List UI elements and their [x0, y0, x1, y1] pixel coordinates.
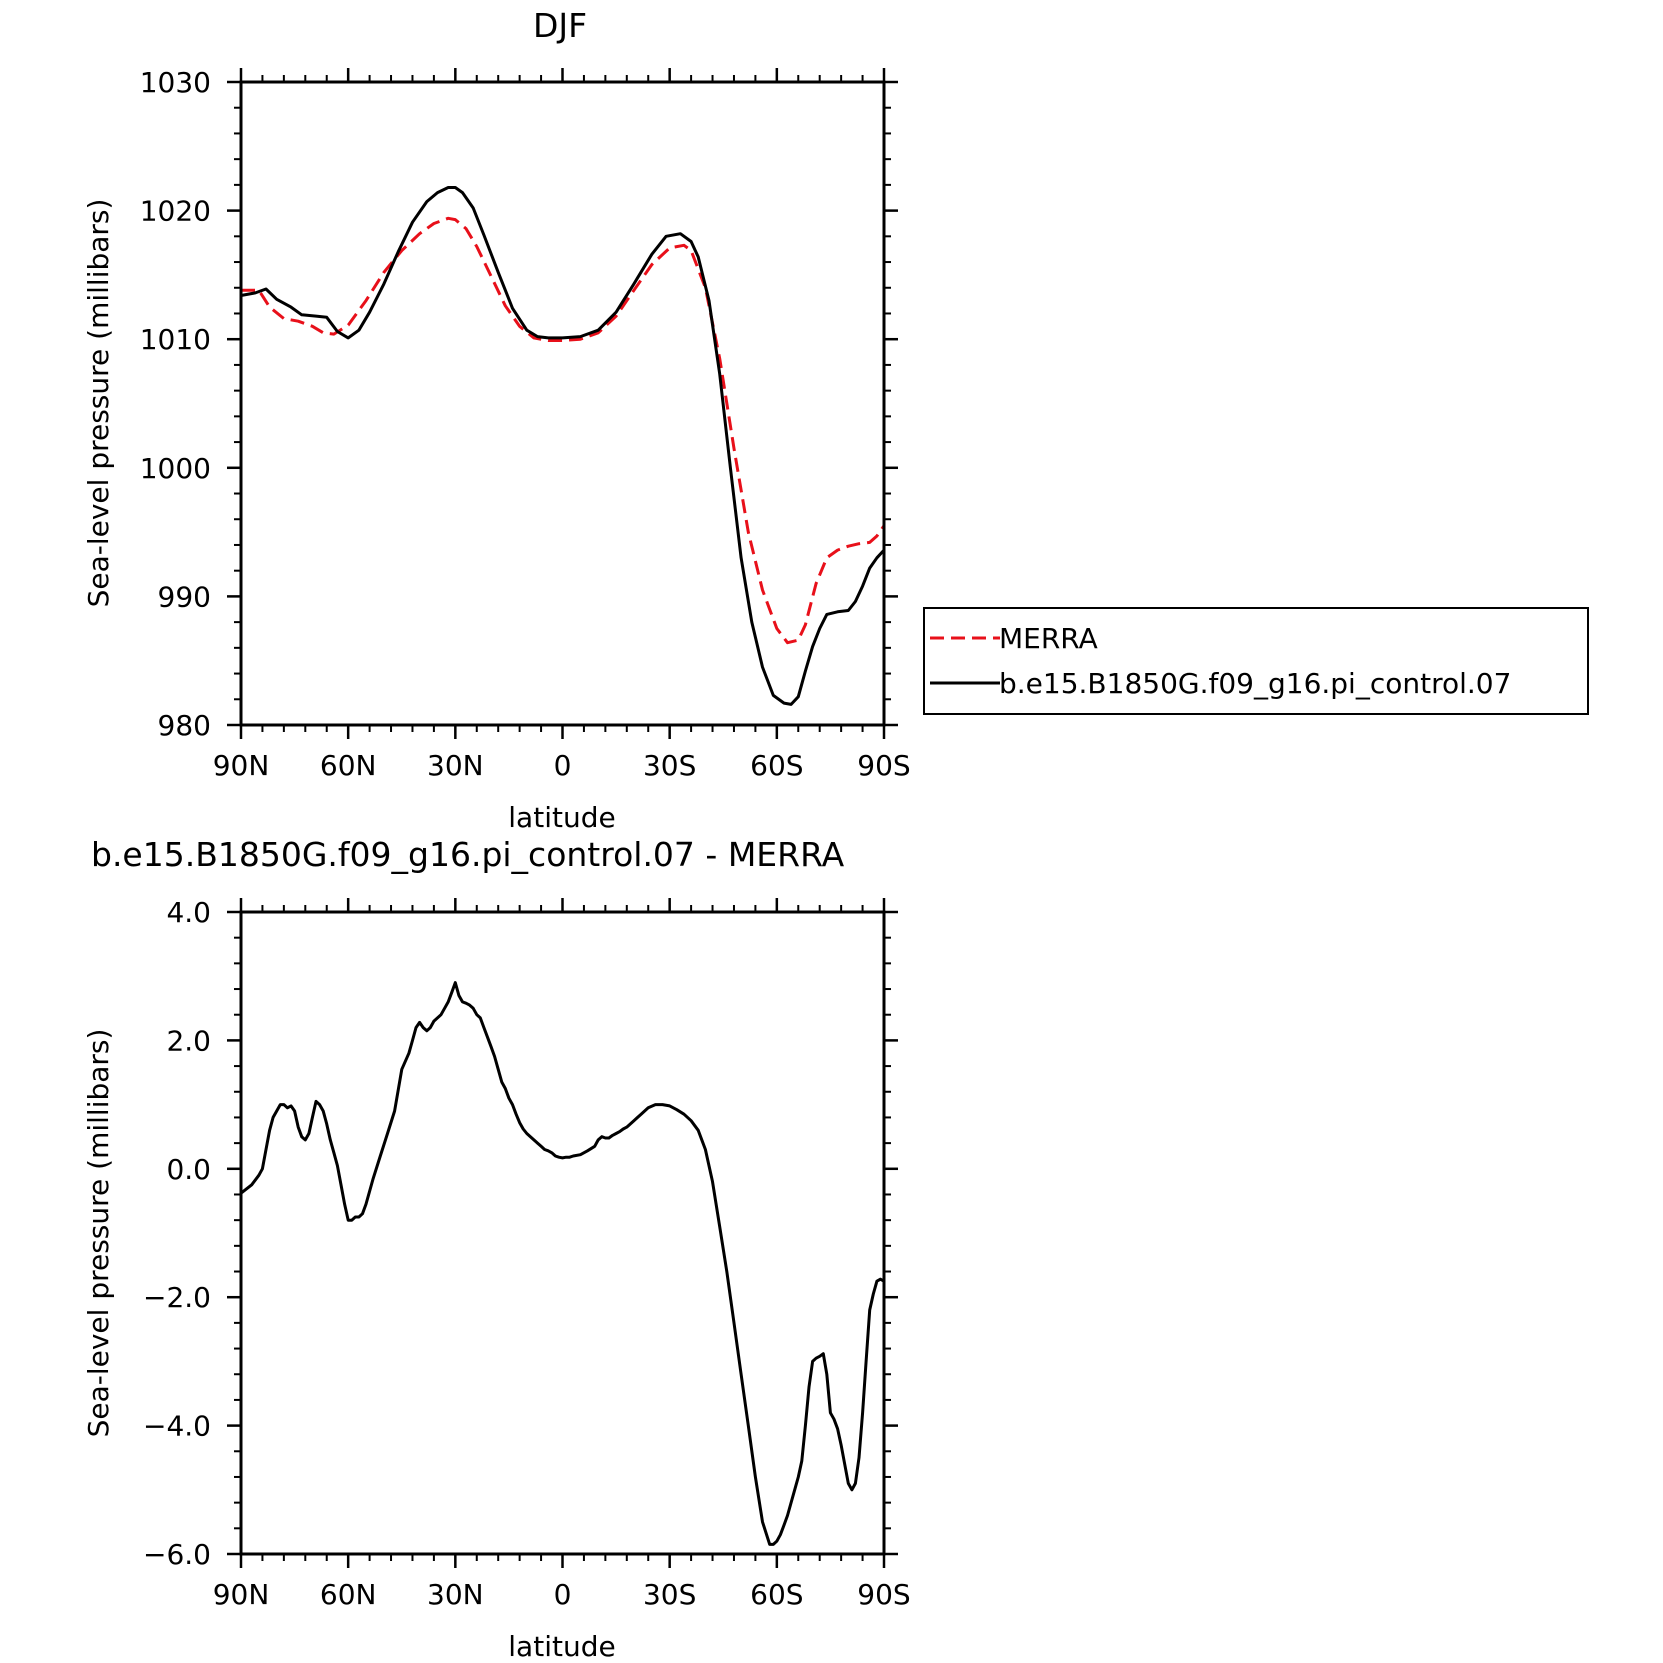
y-tick-label: 1020	[140, 195, 211, 228]
x-tick-label: 60S	[750, 1578, 803, 1611]
bottom-panel: b.e15.B1850G.f09_g16.pi_control.07 - MER…	[82, 835, 911, 1663]
x-tick-label: 90N	[213, 1578, 270, 1611]
y-tick-label: 2.0	[166, 1024, 211, 1057]
y-tick-label: 1000	[140, 452, 211, 485]
bottom-panel-plot-frame	[239, 910, 886, 1556]
legend: MERRA b.e15.B1850G.f09_g16.pi_control.07	[923, 607, 1589, 715]
series-line-1	[240, 186, 886, 706]
top-panel: DJF 980 990 1000 1010 1020 1030 90N 60N 30N 0 30S…	[82, 6, 911, 834]
x-tick-label: 90N	[213, 749, 270, 782]
top-panel-x-tick-labels: 90N 60N 30N 0 30S 60S 90S	[213, 749, 911, 782]
series-line-0	[240, 981, 885, 1546]
x-tick-label: 0	[554, 1578, 572, 1611]
bottom-panel-y-tick-labels: −6.0 −4.0 −2.0 0.0 2.0 4.0	[143, 896, 211, 1571]
y-tick-label: 980	[158, 709, 211, 742]
legend-box	[923, 607, 1589, 715]
top-panel-y-axis-label: Sea-level pressure (millibars)	[82, 199, 115, 608]
y-tick-label: 4.0	[166, 896, 211, 929]
y-tick-label: 990	[158, 580, 211, 613]
top-panel-y-tick-labels: 980 990 1000 1010 1020 1030	[140, 66, 211, 742]
x-tick-label: 30S	[643, 749, 696, 782]
x-tick-label: 0	[554, 749, 572, 782]
bottom-panel-series-lines	[240, 981, 885, 1546]
y-tick-label: 0.0	[166, 1153, 211, 1186]
y-tick-label: 1030	[140, 66, 211, 99]
bottom-panel-x-tick-labels: 90N 60N 30N 0 30S 60S 90S	[213, 1578, 911, 1611]
legend-label-model: b.e15.B1850G.f09_g16.pi_control.07	[999, 667, 1511, 700]
top-panel-series-lines	[240, 186, 886, 706]
y-tick-label: −4.0	[143, 1410, 211, 1443]
bottom-panel-ticks	[227, 898, 898, 1568]
y-tick-label: −2.0	[143, 1281, 211, 1314]
x-tick-label: 60N	[320, 749, 377, 782]
x-tick-label: 90S	[857, 749, 910, 782]
legend-label-merra: MERRA	[999, 622, 1098, 655]
x-tick-label: 60N	[320, 1578, 377, 1611]
top-panel-x-axis-label: latitude	[508, 801, 615, 834]
top-panel-ticks	[227, 68, 898, 739]
bottom-panel-y-axis-label: Sea-level pressure (millibars)	[82, 1029, 115, 1438]
x-tick-label: 60S	[750, 749, 803, 782]
top-panel-plot-frame	[239, 80, 886, 727]
x-tick-label: 30S	[643, 1578, 696, 1611]
x-tick-label: 30N	[427, 749, 484, 782]
bottom-panel-x-axis-label: latitude	[508, 1630, 615, 1663]
x-tick-label: 30N	[427, 1578, 484, 1611]
series-line-0	[241, 216, 886, 645]
y-tick-label: −6.0	[143, 1538, 211, 1571]
bottom-panel-title: b.e15.B1850G.f09_g16.pi_control.07 - MER…	[91, 835, 845, 874]
y-tick-label: 1010	[140, 323, 211, 356]
top-panel-title: DJF	[533, 6, 587, 45]
x-tick-label: 90S	[857, 1578, 910, 1611]
